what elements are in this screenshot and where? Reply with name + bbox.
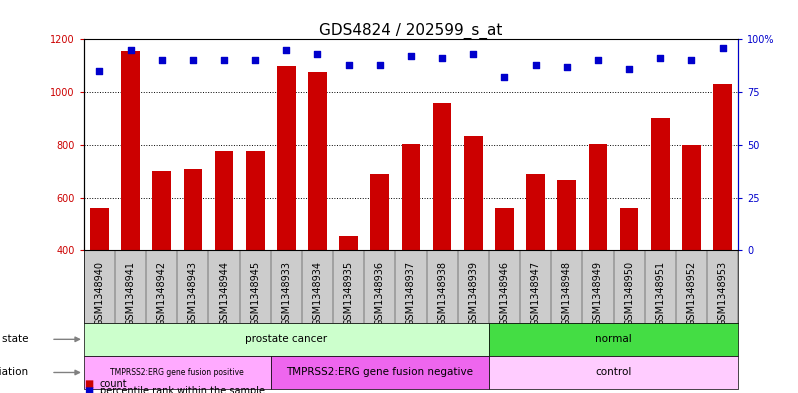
Bar bbox=[121, 51, 140, 250]
Bar bbox=[464, 136, 483, 250]
Text: percentile rank within the sample: percentile rank within the sample bbox=[100, 386, 265, 393]
Text: GSM1348941: GSM1348941 bbox=[125, 261, 136, 326]
Point bbox=[716, 44, 729, 51]
Text: GSM1348951: GSM1348951 bbox=[655, 261, 666, 326]
Text: GSM1348953: GSM1348953 bbox=[717, 261, 728, 326]
Text: ■: ■ bbox=[84, 379, 93, 389]
Text: normal: normal bbox=[595, 334, 632, 344]
Point bbox=[373, 61, 386, 68]
Point bbox=[93, 68, 106, 74]
Text: GSM1348940: GSM1348940 bbox=[94, 261, 105, 326]
Point bbox=[156, 57, 168, 64]
Bar bbox=[90, 208, 109, 250]
Text: GSM1348949: GSM1348949 bbox=[593, 261, 603, 326]
Text: GSM1348942: GSM1348942 bbox=[156, 261, 167, 326]
Text: GSM1348937: GSM1348937 bbox=[406, 261, 416, 326]
Bar bbox=[620, 208, 638, 250]
Point bbox=[405, 53, 417, 59]
Point bbox=[249, 57, 262, 64]
Point bbox=[654, 55, 666, 61]
Text: GSM1348938: GSM1348938 bbox=[437, 261, 447, 326]
Text: prostate cancer: prostate cancer bbox=[245, 334, 327, 344]
Bar bbox=[589, 143, 607, 250]
Text: disease state: disease state bbox=[0, 334, 28, 344]
Text: control: control bbox=[595, 367, 632, 378]
Point bbox=[342, 61, 355, 68]
Bar bbox=[713, 84, 732, 250]
Text: count: count bbox=[100, 379, 128, 389]
Text: GSM1348947: GSM1348947 bbox=[531, 261, 540, 326]
Point bbox=[280, 47, 293, 53]
Bar bbox=[308, 72, 327, 250]
Point bbox=[685, 57, 697, 64]
Text: GSM1348948: GSM1348948 bbox=[562, 261, 572, 326]
Bar bbox=[271, 356, 489, 389]
Bar bbox=[489, 323, 738, 356]
Point bbox=[498, 74, 511, 81]
Text: GSM1348936: GSM1348936 bbox=[375, 261, 385, 326]
Point bbox=[187, 57, 200, 64]
Bar bbox=[401, 143, 421, 250]
Text: GSM1348946: GSM1348946 bbox=[500, 261, 509, 326]
Text: GSM1348934: GSM1348934 bbox=[313, 261, 322, 326]
Bar bbox=[184, 169, 202, 250]
Bar bbox=[246, 151, 264, 250]
Point bbox=[467, 51, 480, 57]
Bar bbox=[152, 171, 171, 250]
Text: TMPRSS2:ERG gene fusion positive: TMPRSS2:ERG gene fusion positive bbox=[110, 368, 244, 377]
Point bbox=[622, 66, 635, 72]
Text: TMPRSS2:ERG gene fusion negative: TMPRSS2:ERG gene fusion negative bbox=[286, 367, 473, 378]
Text: GSM1348944: GSM1348944 bbox=[219, 261, 229, 326]
Text: GSM1348950: GSM1348950 bbox=[624, 261, 634, 326]
Point bbox=[124, 47, 137, 53]
Bar bbox=[433, 103, 452, 250]
Bar bbox=[84, 323, 489, 356]
Bar bbox=[215, 151, 233, 250]
Bar bbox=[277, 66, 296, 250]
Bar bbox=[84, 356, 271, 389]
Point bbox=[560, 64, 573, 70]
Point bbox=[311, 51, 324, 57]
Bar bbox=[558, 180, 576, 250]
Point bbox=[591, 57, 604, 64]
Point bbox=[529, 61, 542, 68]
Bar bbox=[370, 174, 389, 250]
Bar bbox=[339, 236, 358, 250]
Bar bbox=[651, 118, 670, 250]
Bar bbox=[682, 145, 701, 250]
Text: GSM1348935: GSM1348935 bbox=[344, 261, 354, 326]
Text: GSM1348939: GSM1348939 bbox=[468, 261, 478, 326]
Text: GSM1348933: GSM1348933 bbox=[282, 261, 291, 326]
Text: genotype/variation: genotype/variation bbox=[0, 367, 28, 378]
Bar bbox=[526, 174, 545, 250]
Text: GSM1348952: GSM1348952 bbox=[686, 261, 697, 327]
Text: GSM1348943: GSM1348943 bbox=[188, 261, 198, 326]
Bar bbox=[495, 208, 514, 250]
Title: GDS4824 / 202599_s_at: GDS4824 / 202599_s_at bbox=[319, 23, 503, 39]
Text: ■: ■ bbox=[84, 386, 93, 393]
Point bbox=[218, 57, 231, 64]
Bar bbox=[489, 356, 738, 389]
Point bbox=[436, 55, 448, 61]
Text: GSM1348945: GSM1348945 bbox=[250, 261, 260, 326]
